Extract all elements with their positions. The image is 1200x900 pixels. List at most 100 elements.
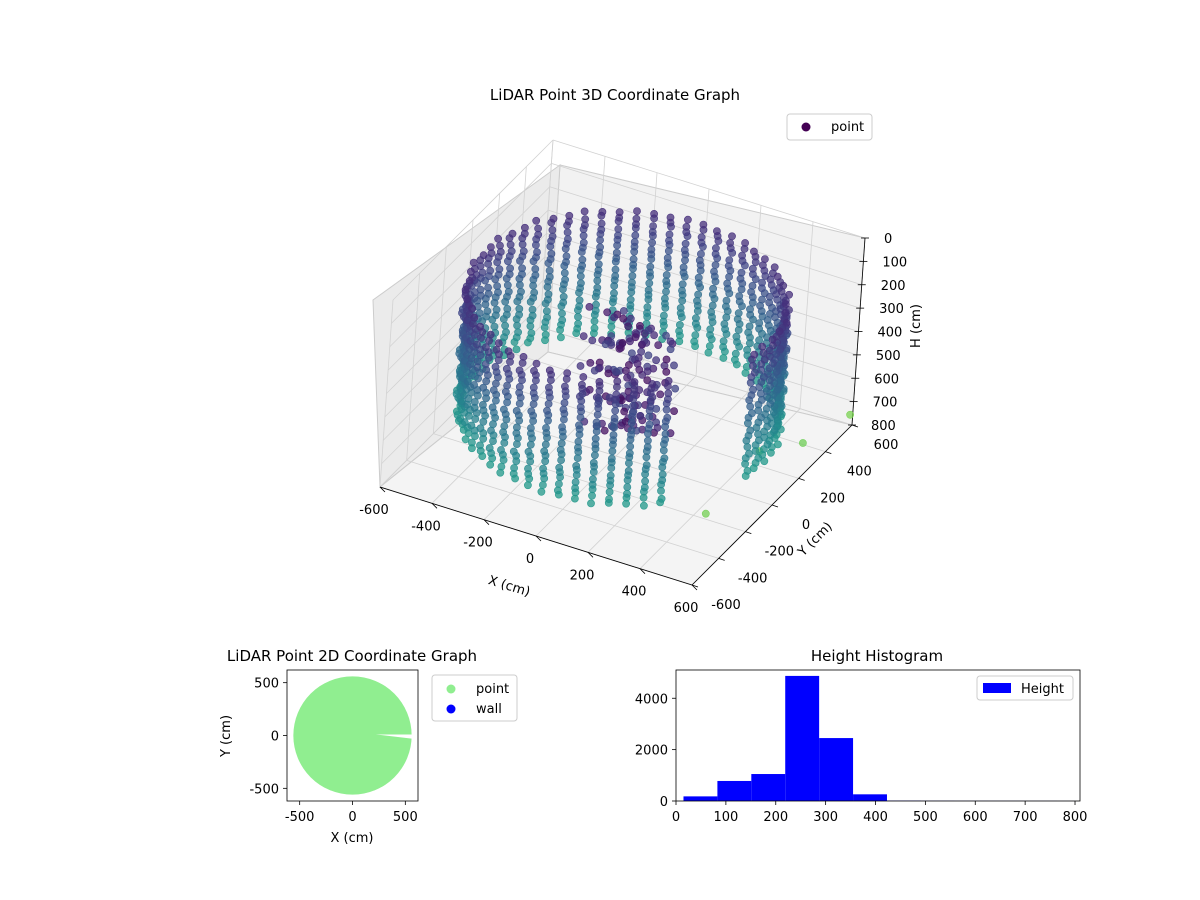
scatter-point-3d (782, 318, 791, 327)
scatter-point-3d (560, 415, 568, 424)
scatter-point-3d (767, 448, 775, 457)
scatter-point-3d (481, 343, 490, 352)
scatter-point-3d (528, 311, 537, 320)
scatter-point-3d (638, 340, 646, 349)
legend-3d-label: point (831, 120, 864, 135)
scatter-point-3d (731, 355, 739, 364)
scatter-point-3d (744, 328, 753, 337)
scatter-point-3d (765, 298, 774, 307)
scatter-point-3d (463, 400, 472, 409)
scatter-point-3d (482, 377, 491, 386)
scatter-point-3d (763, 316, 772, 324)
scatter-point-3d (757, 395, 766, 404)
scatter-point-3d (492, 345, 501, 354)
scatter-point-3d (589, 475, 597, 484)
scatter-point-3d (494, 339, 503, 347)
scatter-point-3d (650, 331, 658, 339)
scatter-point-3d (623, 489, 631, 498)
scatter-point-3d (466, 360, 475, 368)
scatter-point-3d (489, 420, 497, 429)
scatter-point-3d (658, 470, 667, 479)
scatter-point-3d (676, 304, 685, 312)
scatter-point-3d (661, 294, 669, 303)
histogram-x-tick-label: 700 (1013, 810, 1038, 825)
chart-3d: LiDAR Point 3D Coordinate Graph -600 -400… (359, 86, 924, 616)
grid-line (549, 186, 862, 286)
scatter-point-3d (503, 398, 511, 407)
legend-2d-point-marker (446, 684, 456, 694)
scatter-point-3d (662, 331, 670, 340)
scatter-point-3d (701, 509, 710, 518)
scatter-point-3d (578, 380, 586, 389)
scatter-point-3d (464, 411, 473, 420)
scatter-point-3d (748, 264, 757, 273)
scatter-point-3d (759, 349, 768, 357)
scatter-point-3d (588, 336, 597, 345)
scatter-point-3d (515, 310, 523, 319)
scatter-point-3d (670, 407, 678, 415)
scatter-point-3d (713, 227, 721, 235)
scatter-point-3d (682, 222, 691, 231)
grid-line (551, 162, 864, 262)
scatter-point-3d (646, 268, 654, 277)
scatter-point-3d (516, 281, 524, 289)
scatter-point-3d (463, 377, 472, 386)
scatter-point-3d (705, 342, 714, 350)
scatter-point-3d (681, 256, 689, 265)
scatter-point-3d (466, 267, 475, 276)
scatter-point-3d (678, 286, 686, 295)
scatter-point-3d (542, 424, 550, 432)
scatter-point-3d (591, 434, 600, 443)
scatter-point-3d (640, 483, 649, 492)
grid-line (392, 139, 554, 301)
scatter-point-3d (473, 357, 482, 366)
scatter-point-3d (561, 382, 569, 391)
scatter-point-3d (720, 320, 729, 328)
chart-2d: LiDAR Point 2D Coordinate Graph -500 0 500… (219, 647, 518, 846)
scatter-point-3d (562, 252, 571, 261)
scatter-point-3d (591, 451, 599, 460)
histogram-ticks: 0 100 200 300 400 500 600 700 800 0 2000 4000 (635, 692, 1088, 825)
scatter-point-3d (735, 292, 744, 300)
scatter-point-3d (589, 458, 598, 467)
scatter-point-3d (544, 290, 553, 299)
scatter-point-3d (476, 424, 485, 433)
scatter-point-3d (643, 443, 652, 451)
z-tick-label-3d: 700 (873, 396, 898, 411)
scatter-point-3d (587, 499, 595, 508)
scatter-point-3d (664, 395, 672, 404)
scatter-point-3d (626, 337, 634, 346)
scatter-point-3d (594, 266, 603, 275)
scatter-point-3d (640, 501, 648, 510)
legend-2d: point wall (431, 674, 518, 722)
scatter-point-3d (719, 354, 728, 362)
scatter-point-3d (491, 362, 500, 371)
scatter-point-3d (585, 302, 594, 311)
scatter-point-3d (630, 385, 639, 394)
scatter-point-3d (506, 240, 515, 249)
scatter-point-3d (628, 278, 636, 287)
scatter-point-3d (746, 402, 755, 411)
scatter-point-3d (642, 453, 651, 462)
scatter-points-3d (452, 207, 854, 518)
ticks-2d: -500 0 500 500 0 -500 (249, 677, 417, 825)
x-tick-label-3d: -400 (411, 519, 441, 534)
scatter-point-3d (743, 466, 752, 475)
scatter-point-3d (575, 302, 584, 311)
scatter-point-3d (758, 278, 766, 287)
scatter-point-3d (467, 438, 476, 447)
scatter-point-3d (642, 461, 651, 469)
scatter-point-3d (613, 377, 622, 386)
scatter-point-3d (576, 362, 585, 370)
scatter-point-3d (468, 319, 477, 328)
histogram-bars (683, 675, 1076, 801)
scatter-point-3d (539, 481, 547, 489)
histogram-title: Height Histogram (811, 647, 943, 665)
scatter-point-3d (576, 413, 585, 422)
scatter-point-3d (614, 231, 622, 240)
scatter-point-3d (561, 275, 569, 284)
y-tick-mark-3d (825, 451, 832, 455)
scatter-point-3d (529, 400, 538, 408)
